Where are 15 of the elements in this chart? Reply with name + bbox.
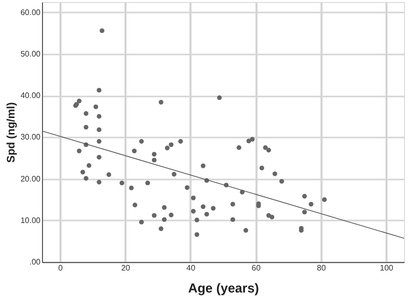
- y-tick-label: 40.00: [20, 91, 42, 100]
- y-tick-label: .00: [29, 258, 42, 266]
- x-tick-label: 40: [186, 264, 196, 272]
- y-tick-label: 60.00: [20, 8, 42, 17]
- x-tick-label: 60: [252, 264, 262, 272]
- x-tick-label: 20: [121, 264, 131, 272]
- x-tick-label: 80: [316, 264, 326, 272]
- y-tick-label: 30.00: [20, 132, 42, 142]
- x-axis-title: Age (years): [188, 280, 259, 296]
- x-tick-label: 100: [380, 264, 394, 272]
- y-tick-label: 10.00: [20, 216, 42, 225]
- y-tick-label: 20.00: [20, 174, 42, 184]
- x-tick-label: 0: [58, 264, 64, 272]
- y-axis-title: Spd (ng/ml): [5, 102, 18, 163]
- y-tick-label: 50.00: [20, 50, 42, 58]
